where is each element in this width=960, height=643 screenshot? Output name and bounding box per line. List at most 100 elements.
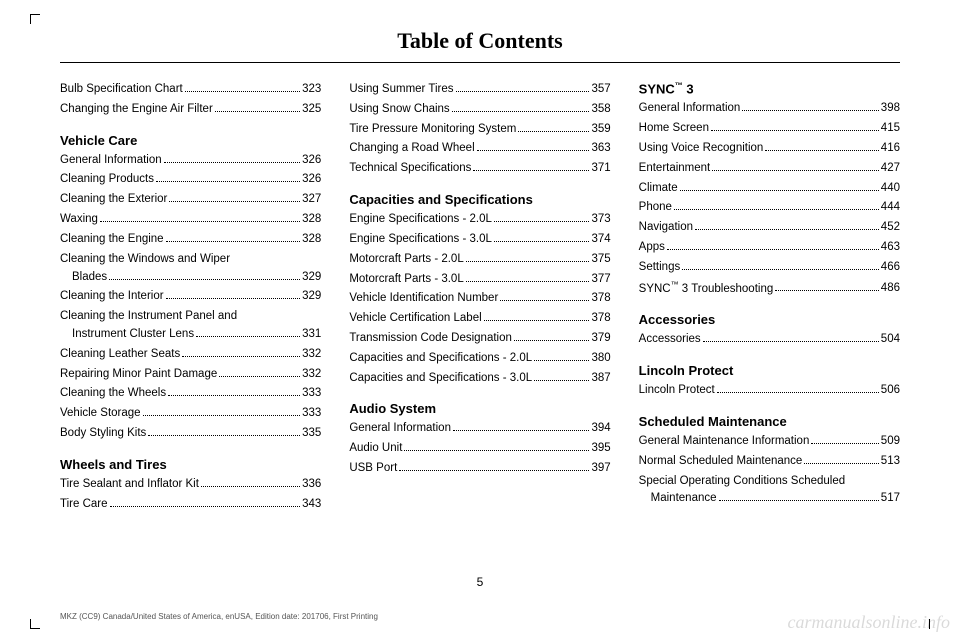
- toc-page: 506: [881, 382, 900, 400]
- toc-entry: Vehicle Identification Number378: [349, 290, 610, 308]
- toc-label: Lincoln Protect: [639, 382, 715, 400]
- toc-page: 329: [302, 288, 321, 306]
- toc-label: Audio Unit: [349, 440, 402, 458]
- toc-page: 371: [591, 160, 610, 178]
- toc-page: 325: [302, 101, 321, 119]
- toc-page: 380: [591, 350, 610, 368]
- toc-entry: Navigation452: [639, 219, 900, 237]
- toc-label: Cleaning Products: [60, 171, 154, 189]
- toc-label: Changing the Engine Air Filter: [60, 101, 213, 119]
- toc-label: General Information: [639, 100, 741, 118]
- section-heading: Vehicle Care: [60, 133, 321, 148]
- toc-label: Apps: [639, 239, 665, 257]
- toc-page: 377: [591, 271, 610, 289]
- toc-leader: [473, 170, 589, 171]
- page-title: Table of Contents: [397, 28, 562, 53]
- toc-page: 504: [881, 331, 900, 349]
- toc-leader: [680, 190, 879, 191]
- toc-leader: [110, 506, 301, 507]
- toc-page: 387: [591, 370, 610, 388]
- toc-leader: [719, 500, 879, 501]
- toc-label: Cleaning the Windows and Wiper: [60, 251, 321, 269]
- section-heading: Scheduled Maintenance: [639, 414, 900, 429]
- toc-label: Settings: [639, 259, 681, 277]
- toc-entry: Home Screen415: [639, 120, 900, 138]
- toc-leader: [742, 110, 879, 111]
- toc-entry: Entertainment427: [639, 160, 900, 178]
- toc-page: 415: [881, 120, 900, 138]
- toc-entry: Phone 444: [639, 199, 900, 217]
- toc-leader: [399, 470, 589, 471]
- toc-label: Motorcraft Parts - 3.0L: [349, 271, 463, 289]
- toc-page: 336: [302, 476, 321, 494]
- toc-label: General Information: [60, 152, 162, 170]
- title-wrap: Table of Contents: [60, 28, 900, 54]
- section-heading: Capacities and Specifications: [349, 192, 610, 207]
- toc-entry: Cleaning the Interior329: [60, 288, 321, 306]
- toc-entry: Accessories504: [639, 331, 900, 349]
- toc-page: 394: [591, 420, 610, 438]
- toc-label: Using Snow Chains: [349, 101, 449, 119]
- toc-page: 357: [591, 81, 610, 99]
- toc-leader: [219, 376, 300, 377]
- toc-entry: Cleaning Leather Seats 332: [60, 346, 321, 364]
- toc-leader: [166, 298, 301, 299]
- toc-leader: [484, 320, 590, 321]
- toc-page: 444: [881, 199, 900, 217]
- toc-label: Phone: [639, 199, 672, 217]
- toc-label: Vehicle Certification Label: [349, 310, 481, 328]
- toc-leader: [453, 430, 590, 431]
- toc-page: 333: [302, 405, 321, 423]
- toc-label: Bulb Specification Chart: [60, 81, 183, 99]
- toc-page: 466: [881, 259, 900, 277]
- toc-leader: [477, 150, 590, 151]
- toc-entry: Tire Pressure Monitoring System359: [349, 121, 610, 139]
- toc-leader: [148, 435, 300, 436]
- toc-leader: [109, 279, 300, 280]
- toc-leader: [695, 229, 879, 230]
- toc-entry: Changing a Road Wheel363: [349, 140, 610, 158]
- toc-entry: Repairing Minor Paint Damage332: [60, 366, 321, 384]
- toc-entry: Motorcraft Parts - 2.0L 375: [349, 251, 610, 269]
- toc-entry: Cleaning Products326: [60, 171, 321, 189]
- toc-label: Waxing: [60, 211, 98, 229]
- toc-entry: Changing the Engine Air Filter 325: [60, 101, 321, 119]
- toc-entry: Engine Specifications - 3.0L 374: [349, 231, 610, 249]
- toc-label: Cleaning Leather Seats: [60, 346, 180, 364]
- toc-label: Instrument Cluster Lens: [72, 326, 194, 344]
- section-heading: SYNC™ 3: [639, 81, 900, 96]
- page: Table of Contents Bulb Specification Cha…: [0, 0, 960, 643]
- toc-label: Using Voice Recognition: [639, 140, 764, 158]
- toc-label: Vehicle Storage: [60, 405, 141, 423]
- toc-leader: [215, 111, 300, 112]
- toc-label: Tire Pressure Monitoring System: [349, 121, 516, 139]
- toc-label: Tire Care: [60, 496, 108, 514]
- toc-page: 374: [591, 231, 610, 249]
- crop-mark: [30, 619, 40, 629]
- toc-label: Vehicle Identification Number: [349, 290, 498, 308]
- toc-leader: [534, 360, 589, 361]
- toc-page: 332: [302, 346, 321, 364]
- toc-entry: SYNC™ 3 Troubleshooting486: [639, 279, 900, 299]
- toc-page: 397: [591, 460, 610, 478]
- toc-label: Engine Specifications - 3.0L: [349, 231, 492, 249]
- toc-page: 375: [591, 251, 610, 269]
- toc-entry: Cleaning the Windows and WiperBlades329: [60, 251, 321, 287]
- toc-label: Transmission Code Designation: [349, 330, 512, 348]
- toc-page: 358: [591, 101, 610, 119]
- toc-entry: General Information326: [60, 152, 321, 170]
- toc-entry: Technical Specifications371: [349, 160, 610, 178]
- toc-entry: Special Operating Conditions ScheduledMa…: [639, 473, 900, 509]
- section-heading: Accessories: [639, 312, 900, 327]
- toc-label: Tire Sealant and Inflator Kit: [60, 476, 199, 494]
- toc-leader: [156, 181, 300, 182]
- toc-leader: [182, 356, 300, 357]
- toc-entry: Waxing328: [60, 211, 321, 229]
- toc-leader: [166, 241, 301, 242]
- toc-page: 329: [302, 269, 321, 287]
- toc-page: 416: [881, 140, 900, 158]
- toc-entry: Cleaning the Wheels333: [60, 385, 321, 403]
- toc-label: Engine Specifications - 2.0L: [349, 211, 492, 229]
- toc-label: Motorcraft Parts - 2.0L: [349, 251, 463, 269]
- toc-leader: [703, 341, 879, 342]
